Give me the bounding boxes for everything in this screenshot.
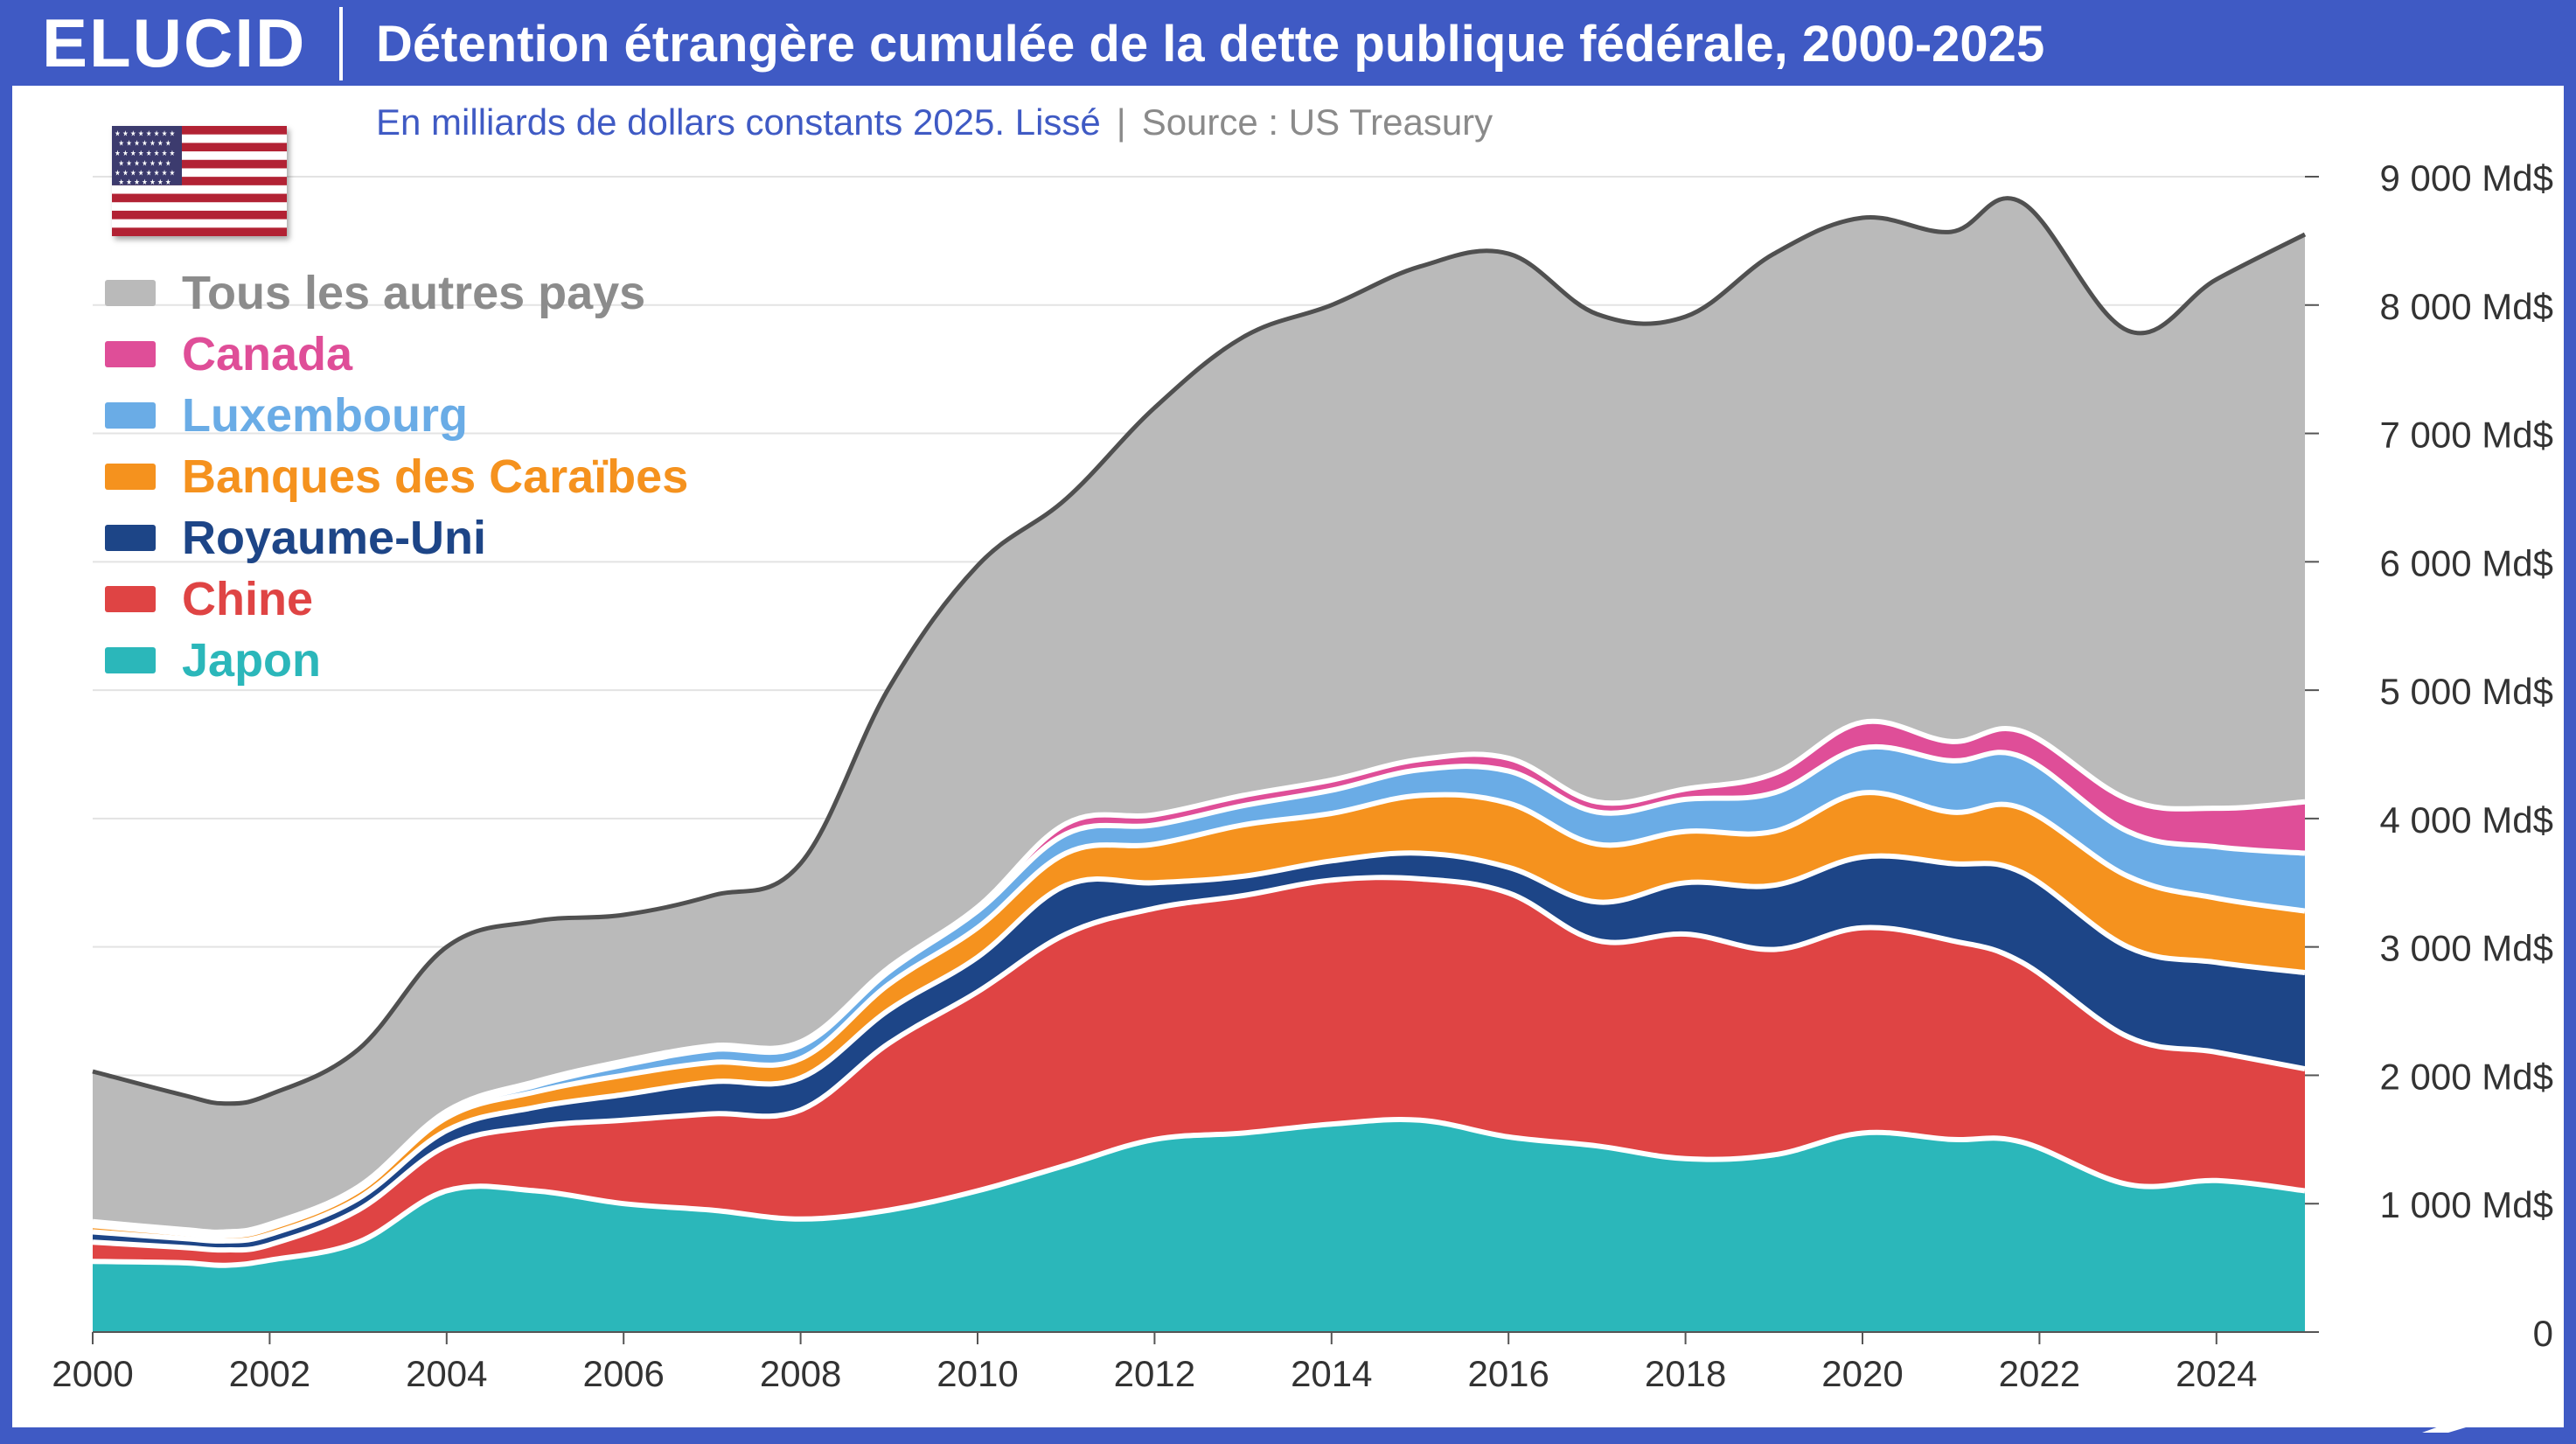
legend-swatch (105, 586, 156, 612)
x-tick-label: 2020 (1821, 1353, 1903, 1394)
legend-item-japon: Japon (105, 630, 688, 691)
chart-title: Détention étrangère cumulée de la dette … (376, 16, 2045, 73)
legend-item-canada: Canada (105, 324, 688, 385)
y-tick-label: 0 (2533, 1313, 2553, 1354)
source-text: Source : US Treasury (1141, 101, 1493, 143)
separator-royaume-uni (92, 850, 2306, 1244)
x-tick-label: 2018 (1645, 1353, 1726, 1394)
legend-label: Canada (182, 328, 353, 380)
y-tick-label: 9 000 Md$ (2380, 157, 2553, 199)
legend-label: Tous les autres pays (182, 267, 646, 319)
logo-divider (339, 7, 343, 80)
legend-label: Chine (182, 573, 314, 625)
brand-logo: ELUCID (42, 4, 307, 81)
legend-swatch (105, 402, 156, 429)
x-tick-label: 2002 (229, 1353, 310, 1394)
svg-text:★ ★ ★ ★ ★ ★ ★ ★: ★ ★ ★ ★ ★ ★ ★ ★ (115, 148, 175, 157)
legend-label: Banques des Caraïbes (182, 450, 689, 503)
legend-label: Luxembourg (182, 389, 469, 442)
legend-swatch (105, 525, 156, 551)
legend-swatch (105, 341, 156, 367)
x-tick-label: 2012 (1114, 1353, 1195, 1394)
legend-item-tous-les-autres-pays: Tous les autres pays (105, 262, 688, 324)
x-tick-label: 2004 (406, 1353, 487, 1394)
y-tick-label: 3 000 Md$ (2380, 928, 2553, 969)
subtitle-text: En milliards de dollars constants 2025. … (376, 101, 1101, 143)
legend-item-royaume-uni: Royaume-Uni (105, 507, 688, 569)
x-tick-label: 2016 (1467, 1353, 1549, 1394)
x-tick-label: 2022 (1999, 1353, 2080, 1394)
legend-item-chine: Chine (105, 569, 688, 630)
area-japon (93, 1120, 2305, 1332)
x-tick-label: 2014 (1291, 1353, 1372, 1394)
y-tick-label: 5 000 Md$ (2380, 671, 2553, 712)
chart-legend: Tous les autres pays Canada Luxembourg Banq… (105, 262, 688, 691)
svg-text:★ ★ ★ ★ ★ ★ ★: ★ ★ ★ ★ ★ ★ ★ (118, 177, 171, 186)
x-tick-label: 2006 (582, 1353, 664, 1394)
svg-text:★ ★ ★ ★ ★ ★ ★ ★: ★ ★ ★ ★ ★ ★ ★ ★ (115, 129, 175, 138)
footer-url: www.elucid.media (2225, 1401, 2468, 1433)
total-line-group (92, 196, 2307, 1106)
legend-swatch (105, 647, 156, 673)
legend-item-banques-des-caraibes: Banques des Caraïbes (105, 446, 688, 507)
y-tick-label: 1 000 Md$ (2380, 1184, 2553, 1225)
x-tick-label: 2008 (760, 1353, 841, 1394)
x-tick-label: 2010 (936, 1353, 1018, 1394)
elucid-mark-icon (2422, 1398, 2518, 1433)
y-tick-label: 6 000 Md$ (2380, 542, 2553, 583)
y-tick-label: 4 000 Md$ (2380, 799, 2553, 841)
svg-text:★ ★ ★ ★ ★ ★ ★ ★: ★ ★ ★ ★ ★ ★ ★ ★ (115, 168, 175, 178)
x-tick-label: 2000 (52, 1353, 133, 1394)
legend-item-luxembourg: Luxembourg (105, 385, 688, 446)
separator-chine (92, 875, 2306, 1253)
area-chine (93, 877, 2305, 1266)
series-separators (92, 718, 2306, 1268)
legend-label: Royaume-Uni (182, 512, 487, 564)
subtitle-separator: | (1116, 101, 1126, 143)
area-tous-les-autres-pays (93, 198, 2305, 1232)
y-axis: 0 1 000 Md$ 2 000 Md$ 3 000 Md$ 4 000 Md$ 5 0… (2305, 157, 2553, 1354)
separator-canada (92, 718, 2306, 1235)
y-tick-label: 2 000 Md$ (2380, 1056, 2553, 1097)
legend-swatch (105, 280, 156, 306)
svg-text:★ ★ ★ ★ ★ ★ ★: ★ ★ ★ ★ ★ ★ ★ (118, 158, 171, 168)
separator-japon (92, 1117, 2306, 1268)
x-tick-label: 2024 (2176, 1353, 2257, 1394)
legend-label: Japon (182, 634, 322, 687)
y-tick-label: 7 000 Md$ (2380, 415, 2553, 456)
x-axis: 2000 2002 2004 2006 2008 2010 2012 2014 2016 2018… (52, 1331, 2305, 1394)
y-tick-label: 8 000 Md$ (2380, 286, 2553, 327)
chart-subtitle: En milliards de dollars constants 2025. … (376, 98, 1493, 147)
legend-swatch (105, 464, 156, 490)
us-flag-icon: ★ ★ ★ ★ ★ ★ ★ ★ ★ ★ ★ ★ ★ ★ ★ ★ ★ ★ ★ ★ … (112, 126, 287, 236)
total-line (92, 196, 2307, 1106)
header: ELUCID Détention étrangère cumulée de la… (0, 0, 2576, 86)
svg-text:★ ★ ★ ★ ★ ★ ★: ★ ★ ★ ★ ★ ★ ★ (118, 138, 171, 148)
